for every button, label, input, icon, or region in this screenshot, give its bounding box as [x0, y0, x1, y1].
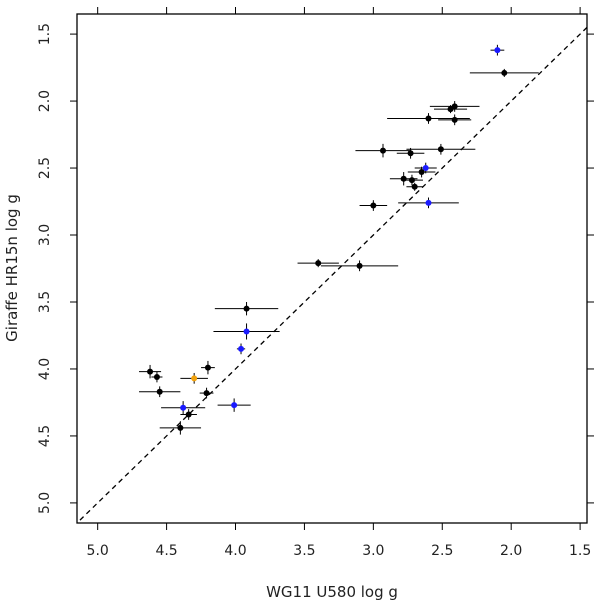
data-point-black: [359, 200, 388, 211]
data-point-marker: [370, 202, 377, 209]
data-point-blue: [414, 162, 437, 174]
data-point-marker: [501, 69, 508, 76]
data-point-black: [159, 421, 202, 435]
data-point-black: [429, 101, 480, 112]
data-point-marker: [494, 47, 501, 54]
data-point-black: [406, 182, 423, 191]
data-point-marker: [425, 115, 432, 122]
plot-border: [76, 13, 588, 524]
data-point-blue: [490, 44, 505, 56]
x-tick-label: 4.5: [155, 543, 177, 559]
x-tick-label: 2.5: [431, 543, 453, 559]
data-point-blue: [213, 323, 280, 340]
y-axis-title: Giraffe HR15n log g: [3, 194, 21, 342]
data-point-marker: [238, 345, 245, 352]
x-tick-label: 3.5: [293, 543, 315, 559]
data-point-marker: [400, 175, 407, 182]
data-point-marker: [231, 402, 238, 409]
data-point-marker: [425, 199, 432, 206]
data-point-blue: [161, 401, 206, 415]
data-point-black: [407, 166, 436, 178]
one-to-one-reference-line: [76, 26, 588, 524]
data-point-marker: [407, 150, 414, 157]
x-tick-label: 5.0: [87, 543, 109, 559]
data-point-blue: [217, 398, 251, 412]
data-point-black: [469, 68, 539, 77]
data-point-marker: [356, 262, 363, 269]
y-tick-label: 3.0: [37, 224, 53, 246]
data-point-black: [355, 143, 411, 158]
x-tick-label: 1.5: [569, 543, 591, 559]
data-point-black: [396, 147, 425, 159]
data-point-black: [297, 259, 339, 268]
data-point-black: [406, 143, 476, 155]
data-point-marker: [315, 260, 322, 267]
data-point-black: [199, 387, 214, 399]
data-point-marker: [437, 146, 444, 153]
x-tick-label: 2.0: [500, 543, 522, 559]
data-point-marker: [153, 373, 160, 380]
data-point-marker: [451, 116, 458, 123]
y-axis: 1.5 2.0 2.5 3.0 3.5 4.0 4.5 5.0: [37, 23, 594, 514]
data-point-marker: [243, 328, 250, 335]
data-point-marker: [447, 106, 454, 113]
y-tick-label: 4.5: [37, 425, 53, 447]
data-point-black: [214, 301, 279, 316]
data-point-marker: [191, 375, 198, 382]
x-tick-label: 4.0: [224, 543, 246, 559]
data-point-marker: [243, 305, 250, 312]
y-tick-label: 2.0: [37, 90, 53, 112]
data-point-marker: [411, 183, 418, 190]
data-point-marker: [203, 390, 210, 397]
data-point-marker: [147, 368, 154, 375]
data-point-marker: [156, 388, 163, 395]
y-tick-label: 1.5: [37, 23, 53, 45]
data-point-marker: [380, 147, 386, 154]
data-points: [139, 44, 539, 435]
data-point-marker: [422, 165, 429, 172]
data-point-black: [151, 371, 163, 383]
data-point-orange: [180, 372, 208, 384]
data-point-blue: [236, 343, 246, 355]
data-point-marker: [418, 169, 425, 176]
data-point-black: [387, 113, 470, 124]
data-point-black: [201, 360, 215, 375]
y-tick-label: 5.0: [37, 492, 53, 514]
y-tick-label: 2.5: [37, 157, 53, 179]
data-point-black: [180, 409, 197, 420]
data-point-black: [438, 114, 472, 126]
data-point-marker: [177, 424, 184, 431]
data-point-black: [139, 386, 181, 398]
data-point-black: [400, 174, 423, 186]
x-tick-label: 3.0: [362, 543, 384, 559]
x-axis-title: WG11 U580 log g: [266, 583, 398, 601]
data-point-marker: [204, 364, 211, 371]
data-point-marker: [180, 404, 187, 411]
x-axis: 5.0 4.5 4.0 3.5 3.0 2.5 2.0 1.5: [87, 7, 591, 559]
data-point-black: [434, 105, 468, 114]
y-tick-label: 4.0: [37, 358, 53, 380]
y-tick-label: 3.5: [37, 291, 53, 313]
data-point-marker: [408, 177, 415, 184]
data-point-blue: [398, 197, 459, 209]
data-point-marker: [185, 411, 192, 418]
data-point-black: [320, 260, 399, 272]
